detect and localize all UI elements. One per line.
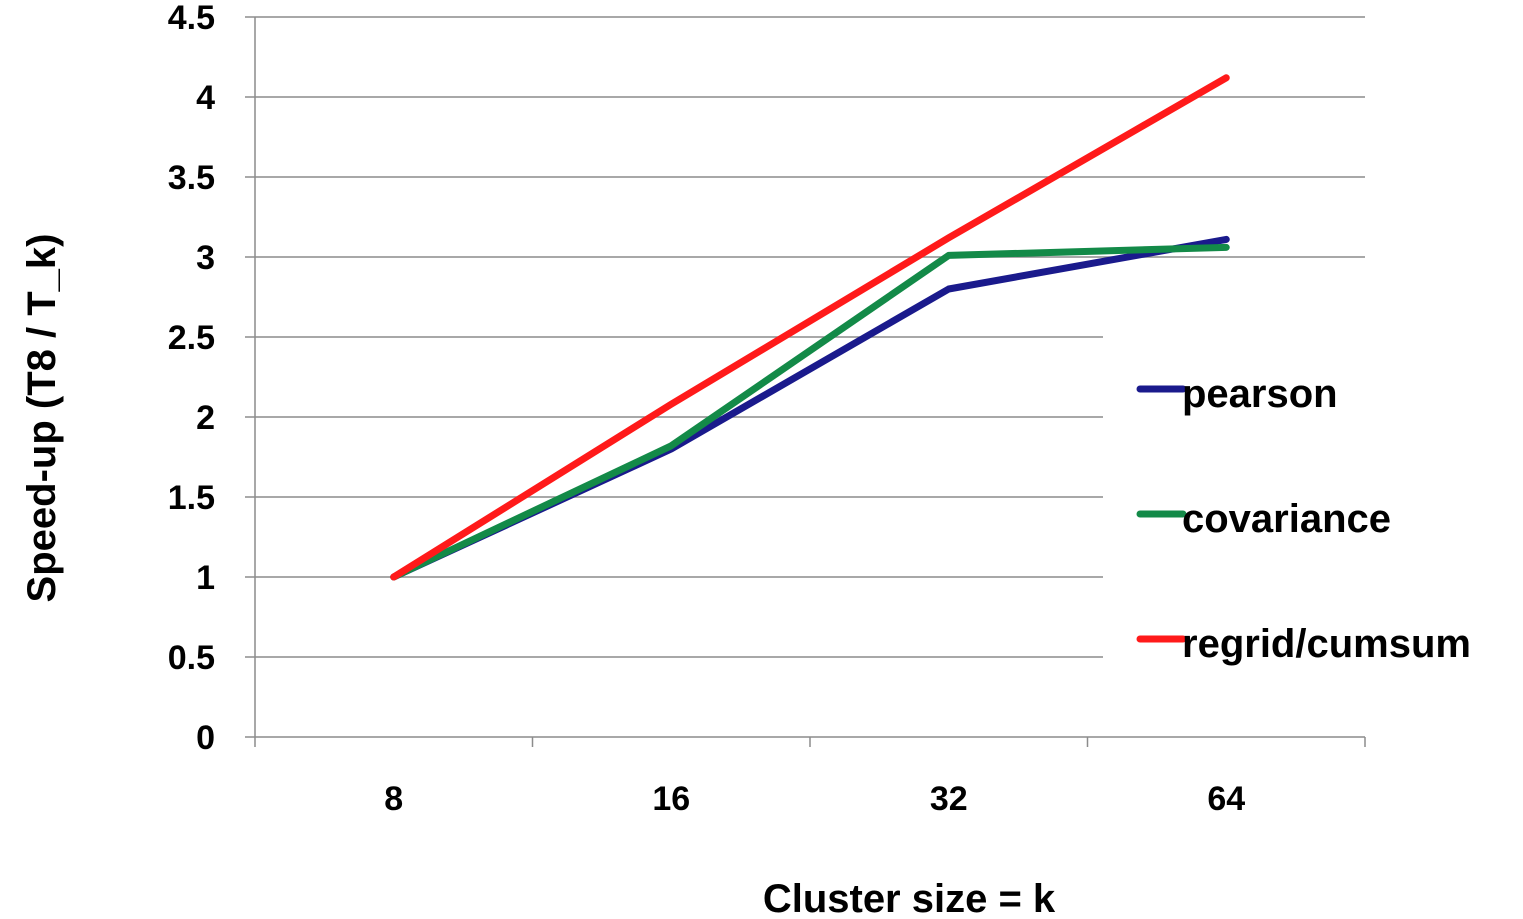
gridlines [245,16,1365,738]
y-tick-label: 4 [196,79,215,117]
legend-label-covariance: covariance [1182,497,1391,541]
y-axis-title: Speed-up (T8 / T_k) [20,234,64,603]
x-tick-label: 32 [930,780,968,818]
y-tick-label: 0.5 [168,639,215,677]
series-line-covariance [390,243,1230,581]
x-tick-label: 64 [1207,780,1245,818]
series-line-pearson [390,235,1230,581]
legend-label-pearson: pearson [1182,372,1338,416]
y-tick-label: 0 [196,719,215,757]
series-lines [390,74,1230,581]
y-tick-label: 4.5 [168,0,215,37]
y-tick-labels: 0 0.5 1 1.5 2 2.5 3 3.5 4 4.5 [168,0,215,757]
legend: pearson covariance regrid/cumsum [1136,372,1471,666]
x-tick-labels: 8 16 32 64 [384,780,1245,818]
x-axis-title: Cluster size = k [763,877,1056,919]
y-tick-label: 1.5 [168,479,215,517]
series-line-regrid-cumsum [390,74,1230,581]
x-tick-label: 16 [652,780,690,818]
legend-label-regrid-cumsum: regrid/cumsum [1182,622,1471,666]
y-tick-label: 2 [196,399,215,437]
y-tick-label: 1 [196,559,215,597]
y-tick-label: 3.5 [168,159,215,197]
y-tick-label: 2.5 [168,319,215,357]
x-tick-label: 8 [384,780,403,818]
y-tick-label: 3 [196,239,215,277]
axes [254,17,1366,747]
